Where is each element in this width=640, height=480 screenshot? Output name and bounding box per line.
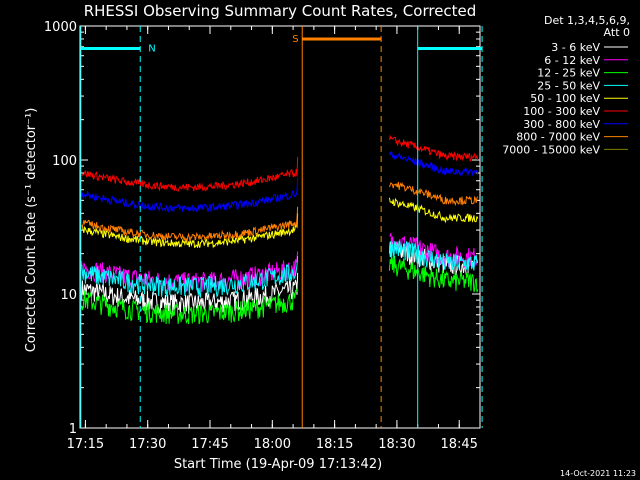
x-axis-title: Start Time (19-Apr-09 17:13:42) — [174, 457, 382, 472]
legend-header: Att 0 — [604, 26, 630, 39]
series-line-post — [388, 181, 479, 207]
series-line-pre — [81, 206, 299, 243]
y-tick-label: 100 — [52, 154, 77, 169]
orbit-flag-label: N — [148, 43, 155, 54]
x-tick-label: 17:15 — [67, 437, 104, 452]
series-line-pre — [81, 213, 299, 249]
series-line-post — [388, 151, 479, 177]
y-axis-title: Corrected Count Rate (s⁻¹ detector⁻¹) — [24, 108, 39, 353]
x-tick-label: 18:45 — [440, 437, 477, 452]
y-tick-label: 10 — [60, 288, 77, 303]
series-line-pre — [81, 283, 299, 325]
series-line-post — [388, 197, 479, 224]
y-tick-label: 1 — [69, 422, 77, 437]
legend-entry-label: 50 - 100 keV — [530, 92, 600, 105]
legend-entry-label: 100 - 300 keV — [523, 105, 600, 118]
chart-title: RHESSI Observing Summary Count Rates, Co… — [84, 2, 477, 20]
plot-frame — [79, 25, 481, 429]
x-tick-label: 17:45 — [191, 437, 228, 452]
legend-entry-label: 25 - 50 keV — [537, 79, 600, 92]
series-line-post — [388, 239, 479, 276]
series-line-post — [388, 134, 479, 162]
series-line-post — [388, 254, 479, 293]
plot-area: 1 10 100 1000 17:15 17:30 17:45 18:00 18:15 18:30… — [44, 20, 483, 452]
series-line-pre — [81, 256, 299, 298]
x-tick-label: 17:30 — [129, 437, 166, 452]
series-line-post — [388, 240, 479, 271]
legend-entry-label: 12 - 25 keV — [537, 67, 600, 80]
x-tick-label: 18:30 — [378, 437, 415, 452]
legend-entry-label: 7000 - 15000 keV — [502, 143, 600, 156]
y-tick-label: 1000 — [44, 20, 77, 35]
footer-timestamp: 14-Oct-2021 11:23 — [560, 469, 636, 478]
x-tick-label: 18:15 — [316, 437, 353, 452]
legend-entry-label: 6 - 12 keV — [544, 54, 600, 67]
x-tick-label: 18:00 — [254, 437, 291, 452]
series-line-pre — [81, 156, 299, 193]
legend-entry-label: 3 - 6 keV — [551, 41, 600, 54]
legend-entry-label: 300 - 800 keV — [523, 118, 600, 131]
legend-header: Det 1,3,4,5,6,9, — [544, 14, 630, 27]
series-line-pre — [81, 177, 299, 213]
orbit-flag-label: S — [292, 34, 298, 45]
legend-entry-label: 800 - 7000 keV — [516, 131, 600, 144]
